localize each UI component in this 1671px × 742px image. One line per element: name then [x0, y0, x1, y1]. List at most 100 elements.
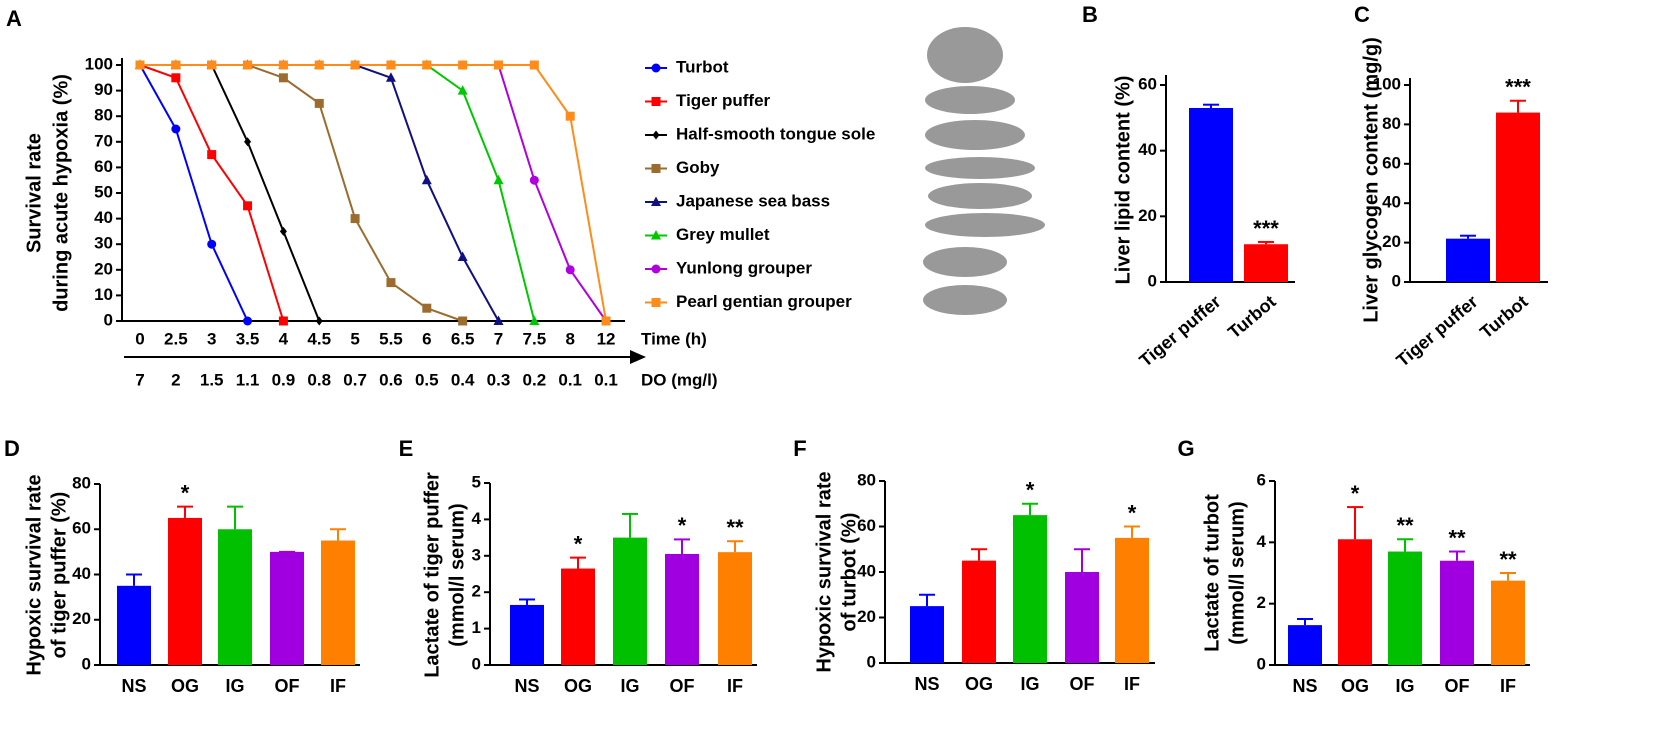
y-axis-label: of turbot (%)	[838, 513, 860, 632]
x-tick-label: 5	[350, 329, 359, 348]
bar	[1338, 539, 1372, 665]
x-tick-label: NS	[514, 676, 539, 696]
marker	[601, 316, 611, 326]
series-line	[140, 64, 536, 322]
y-tick-label: 60	[1138, 74, 1157, 93]
y-tick-label: 0	[104, 310, 113, 329]
marker	[279, 226, 287, 236]
marker	[244, 137, 252, 147]
marker	[243, 60, 253, 70]
legend-label: Grey mullet	[676, 225, 770, 244]
significance-label: **	[1396, 513, 1414, 538]
significance-label: *	[181, 480, 190, 505]
x-tick-label: 6.5	[451, 329, 475, 348]
x-tick-label: Tiger puffer	[1392, 291, 1481, 370]
y-tick-label: 60	[857, 516, 876, 535]
x2-tick-label: 1.1	[236, 370, 260, 389]
series-line	[140, 64, 608, 322]
x2-tick-label: 7	[135, 370, 144, 389]
legend-label: Turbot	[676, 57, 729, 76]
y-tick-label: 40	[1382, 193, 1401, 212]
bar	[561, 568, 595, 665]
y-tick-label: 40	[94, 208, 113, 227]
marker	[458, 316, 468, 326]
bar	[1013, 515, 1047, 663]
legend-marker	[651, 298, 661, 307]
legend-marker	[651, 97, 661, 106]
marker	[385, 72, 396, 82]
y-tick-label: 6	[1257, 470, 1266, 489]
legend-label: Goby	[676, 158, 720, 177]
y-tick-label: 40	[857, 561, 876, 580]
bar	[962, 560, 996, 663]
marker	[315, 316, 323, 326]
arrow-head	[630, 350, 646, 364]
x-tick-label: IG	[1395, 676, 1414, 696]
bar	[613, 537, 647, 665]
bar	[270, 551, 304, 665]
legend-marker	[651, 164, 661, 173]
marker	[457, 85, 468, 95]
y-tick-label: 40	[72, 564, 91, 583]
y-tick-label: 0	[82, 654, 91, 673]
marker	[171, 73, 181, 83]
y-tick-label: 20	[857, 607, 876, 626]
significance-label: *	[1128, 500, 1137, 525]
y-axis-label: Lactate of turbot	[1201, 494, 1223, 652]
y-tick-label: 100	[1373, 74, 1401, 93]
marker	[135, 60, 145, 70]
marker	[350, 214, 360, 224]
y-axis-label: during acute hypoxia (%)	[50, 74, 72, 312]
bar	[1288, 625, 1322, 665]
y-tick-label: 3	[472, 545, 481, 564]
y-axis-label: (mmol/l serum)	[1226, 501, 1248, 644]
significance-label: ***	[1253, 216, 1279, 241]
x-tick-label: 3.5	[236, 329, 260, 348]
x-axis-label: Time (h)	[641, 329, 707, 348]
bar	[1244, 244, 1288, 282]
significance-label: **	[726, 515, 744, 540]
fish-image	[928, 183, 1032, 209]
bar	[1491, 580, 1525, 665]
y-tick-label: 80	[94, 106, 113, 125]
bar	[510, 604, 544, 665]
x-tick-label: IF	[727, 676, 743, 696]
x2-tick-label: 0.4	[451, 370, 475, 389]
fish-images	[923, 27, 1045, 315]
x2-tick-label: 0.1	[594, 370, 618, 389]
y-tick-label: 0	[472, 654, 481, 673]
x-tick-label: IG	[225, 676, 244, 696]
x-tick-label: NS	[1292, 676, 1317, 696]
bar	[665, 553, 699, 665]
y-tick-label: 80	[1382, 114, 1401, 133]
x-tick-label: IG	[1020, 674, 1039, 694]
y-axis-label: of tiger puffer (%)	[48, 492, 70, 659]
y-tick-label: 4	[1257, 532, 1267, 551]
y-tick-label: 30	[94, 234, 113, 253]
marker	[529, 175, 539, 185]
panel-letter: G	[1177, 436, 1194, 461]
fish-image	[925, 213, 1045, 237]
marker	[421, 174, 432, 185]
y-tick-label: 20	[72, 609, 91, 628]
y-axis-label: Hypoxic survival rate	[23, 474, 45, 675]
panel-letter: D	[4, 436, 20, 461]
x-tick-label: 5.5	[379, 329, 403, 348]
fish-image	[925, 157, 1035, 179]
y-tick-label: 4	[472, 509, 482, 528]
y-axis-label: Hypoxic survival rate	[813, 471, 835, 672]
x2-tick-label: 0.6	[379, 370, 403, 389]
bar	[321, 540, 355, 665]
y-tick-label: 100	[85, 54, 113, 73]
x-tick-label: 7.5	[523, 329, 547, 348]
marker	[350, 60, 360, 70]
significance-label: *	[574, 531, 583, 556]
x2-tick-label: 0.2	[523, 370, 547, 389]
bar	[1189, 107, 1233, 282]
y-tick-label: 20	[1138, 206, 1157, 225]
significance-label: *	[1026, 478, 1035, 503]
panel-letter: C	[1354, 2, 1370, 27]
x-tick-label: OF	[1070, 674, 1095, 694]
y-tick-label: 10	[94, 285, 113, 304]
x-tick-label: OG	[1341, 676, 1369, 696]
